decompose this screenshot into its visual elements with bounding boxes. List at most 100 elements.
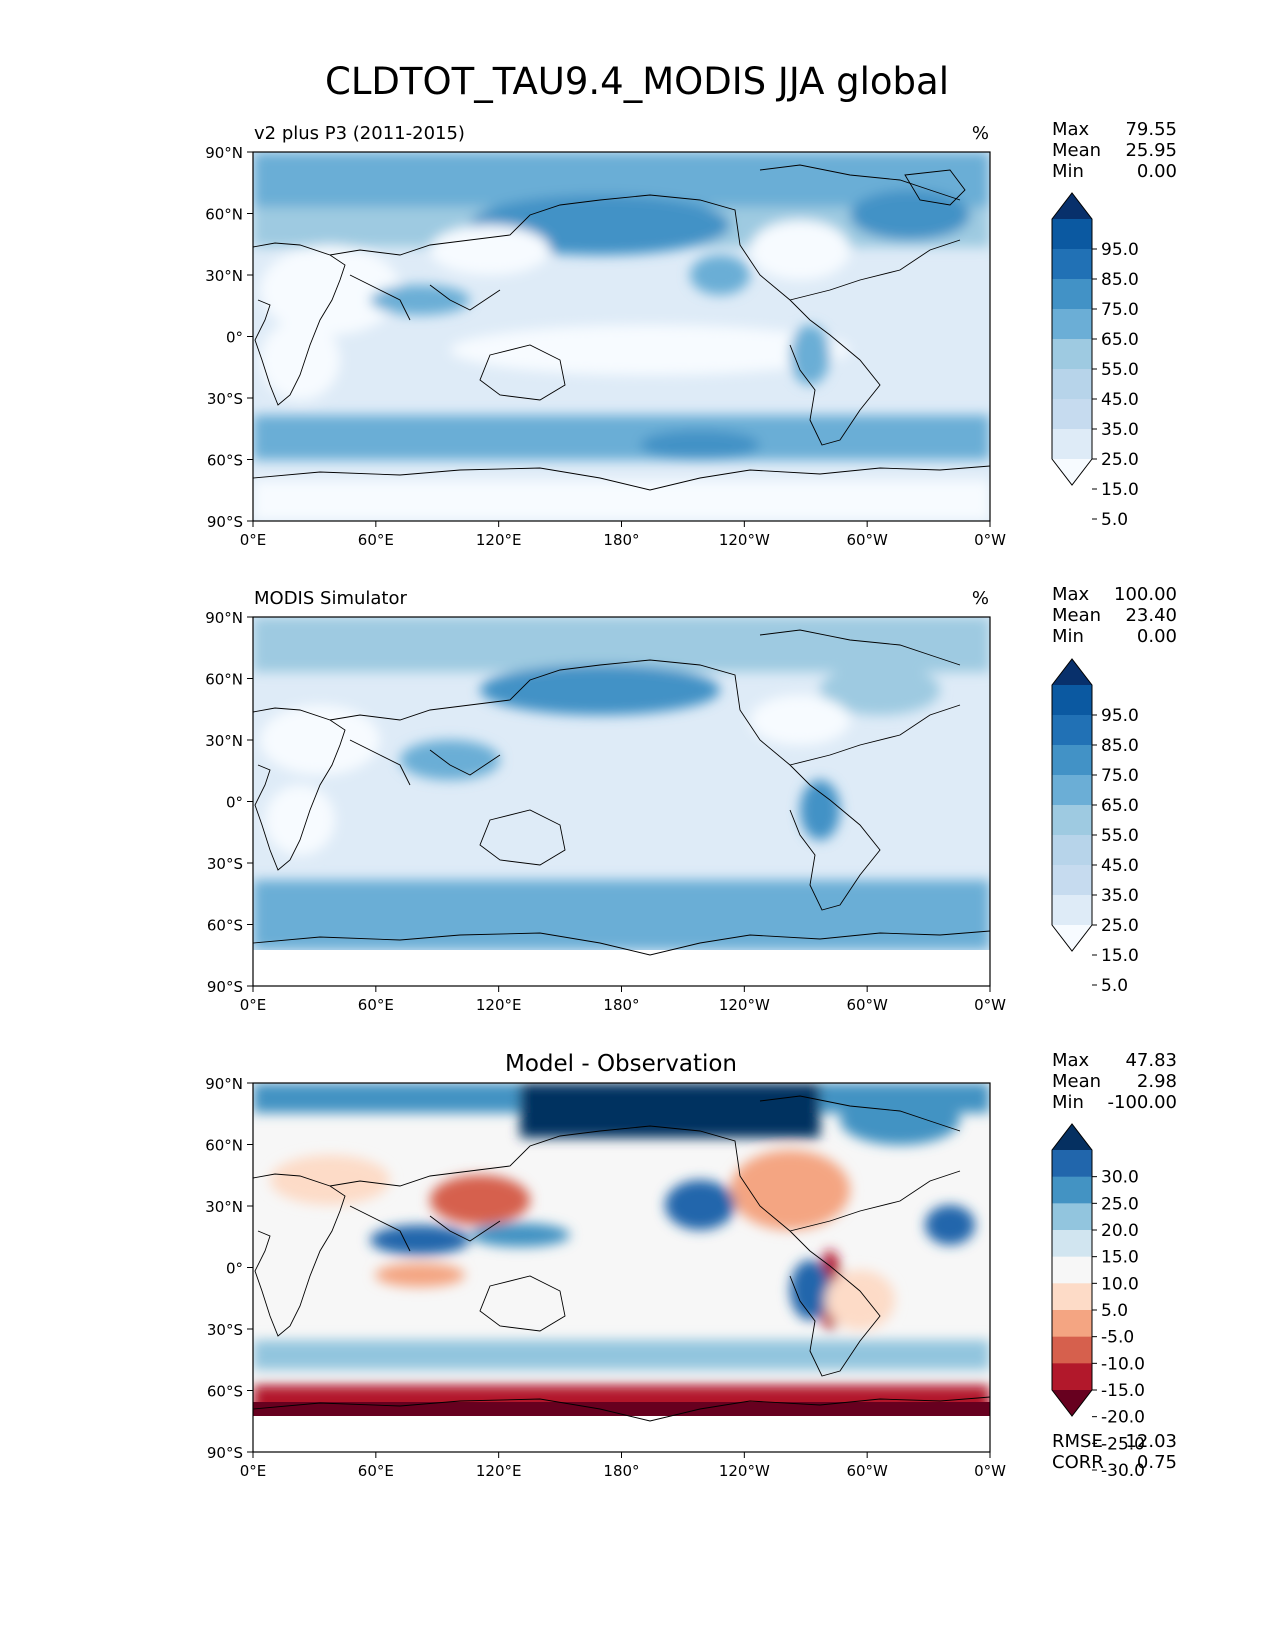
colorbar-swatch bbox=[1052, 1336, 1092, 1364]
colorbar-tick-label: 55.0 bbox=[1101, 360, 1139, 380]
colorbar-swatch bbox=[1052, 369, 1092, 400]
lon-tick-label: 60°E bbox=[358, 1462, 394, 1480]
colorbar-tick-label: -15.0 bbox=[1101, 1381, 1145, 1401]
stat-label: Mean bbox=[1052, 140, 1101, 161]
stat-label: Min bbox=[1052, 626, 1084, 647]
lon-tick-label: 180° bbox=[603, 1462, 639, 1480]
panel-left-title: MODIS Simulator bbox=[254, 588, 407, 609]
stat-label: Max bbox=[1052, 1050, 1090, 1071]
colorbar-tick-label: 25.0 bbox=[1101, 1194, 1139, 1214]
lat-tick-label: 30°N bbox=[205, 1198, 243, 1216]
colorbar-tick-label: -10.0 bbox=[1101, 1354, 1145, 1374]
lat-tick-label: 30°S bbox=[207, 1321, 243, 1339]
stat-value: 0.75 bbox=[1137, 1452, 1177, 1473]
colorbar-extend-max bbox=[1052, 659, 1092, 685]
colorbar-swatch bbox=[1052, 1230, 1092, 1258]
colorbar-swatch bbox=[1052, 805, 1092, 836]
panel-center-title: Model - Observation bbox=[505, 1051, 737, 1077]
colorbar-tick-label: 45.0 bbox=[1101, 390, 1139, 410]
colorbar: 95.0 85.0 75.0 65.0 55.0 45.0 35.0 25.0 15.0 5.0 bbox=[1051, 192, 1139, 530]
lon-tick-label: 120°E bbox=[476, 996, 522, 1014]
stat-value: 23.40 bbox=[1125, 605, 1177, 626]
map-field bbox=[253, 617, 990, 986]
lon-tick-label: 60°W bbox=[846, 996, 888, 1014]
colorbar-swatch bbox=[1052, 1310, 1092, 1338]
colorbar-tick-label: -25.0 bbox=[1101, 1434, 1145, 1454]
colorbar-swatch bbox=[1052, 279, 1092, 310]
lat-tick-label: 0° bbox=[226, 1260, 243, 1278]
stat-value: 2.98 bbox=[1137, 1071, 1177, 1092]
colorbar-swatch bbox=[1052, 1283, 1092, 1311]
lon-tick-label: 120°E bbox=[476, 531, 522, 549]
lon-tick-label: 180° bbox=[603, 996, 639, 1014]
lon-tick-label: 180° bbox=[603, 531, 639, 549]
lat-axis: 90°N 60°N 30°N 0° 30°S 60°S 90°S bbox=[205, 609, 253, 996]
lat-tick-label: 90°S bbox=[207, 1444, 243, 1462]
colorbar-tick-label: 25.0 bbox=[1101, 450, 1139, 470]
panel-left-title: v2 plus P3 (2011-2015) bbox=[254, 123, 465, 144]
panel-obs: MODIS Simulator % bbox=[205, 584, 1177, 1014]
colorbar-tick-label: 55.0 bbox=[1101, 826, 1139, 846]
stat-value: 25.95 bbox=[1125, 140, 1177, 161]
colorbar-tick-label: 95.0 bbox=[1101, 240, 1139, 260]
coastlines bbox=[253, 164, 990, 491]
colorbar-swatch bbox=[1052, 835, 1092, 866]
colorbar-swatch bbox=[1052, 309, 1092, 340]
lon-tick-label: 60°E bbox=[358, 531, 394, 549]
lon-tick-label: 60°W bbox=[846, 1462, 888, 1480]
colorbar-tick-label: -5.0 bbox=[1101, 1328, 1134, 1348]
colorbar-tick-label: 85.0 bbox=[1101, 270, 1139, 290]
lon-tick-label: 0°E bbox=[240, 1462, 267, 1480]
colorbar-tick-label: 45.0 bbox=[1101, 856, 1139, 876]
stat-value: 100.00 bbox=[1114, 584, 1177, 605]
colorbar-tick-label: -30.0 bbox=[1101, 1461, 1145, 1481]
colorbar-swatch bbox=[1052, 429, 1092, 460]
lat-tick-label: 60°N bbox=[205, 1137, 243, 1155]
coastlines bbox=[253, 629, 990, 956]
panel-units: % bbox=[972, 588, 989, 609]
lat-axis: 90°N 60°N 30°N 0° 30°S 60°S 90°S bbox=[205, 1075, 253, 1462]
colorbar-swatch bbox=[1052, 399, 1092, 430]
stat-label: Max bbox=[1052, 119, 1090, 140]
lon-tick-label: 60°W bbox=[846, 531, 888, 549]
map-field bbox=[253, 1083, 990, 1452]
lon-tick-label: 120°W bbox=[719, 996, 770, 1014]
colorbar-tick-label: 35.0 bbox=[1101, 886, 1139, 906]
colorbar-swatch bbox=[1052, 1176, 1092, 1204]
stat-label: RMSE bbox=[1052, 1431, 1103, 1452]
lat-tick-label: 60°S bbox=[207, 452, 243, 470]
stat-label: Min bbox=[1052, 161, 1084, 182]
lat-tick-label: 90°S bbox=[207, 978, 243, 996]
colorbar-extend-min bbox=[1052, 1390, 1092, 1416]
panel-diff: Model - Observation bbox=[205, 1050, 1177, 1481]
colorbar-tick-label: 85.0 bbox=[1101, 736, 1139, 756]
lon-axis: 0°E 60°E 120°E 180° 120°W 60°W 0°W bbox=[240, 986, 1006, 1014]
colorbar-swatch bbox=[1052, 895, 1092, 926]
lat-tick-label: 0° bbox=[226, 329, 243, 347]
stat-value: 79.55 bbox=[1125, 119, 1177, 140]
stat-label: CORR bbox=[1052, 1452, 1104, 1473]
lat-tick-label: 30°N bbox=[205, 732, 243, 750]
lat-tick-label: 30°N bbox=[205, 267, 243, 285]
colorbar-extend-min bbox=[1052, 459, 1092, 485]
lon-tick-label: 0°W bbox=[974, 996, 1006, 1014]
colorbar-tick-label: 65.0 bbox=[1101, 796, 1139, 816]
stat-value: 0.00 bbox=[1137, 161, 1177, 182]
colorbar-tick-label: -20.0 bbox=[1101, 1408, 1145, 1428]
lon-axis: 0°E 60°E 120°E 180° 120°W 60°W 0°W bbox=[240, 1452, 1006, 1480]
stat-label: Mean bbox=[1052, 605, 1101, 626]
lat-tick-label: 30°S bbox=[207, 855, 243, 873]
map-field bbox=[253, 152, 990, 521]
colorbar-tick-label: 5.0 bbox=[1101, 976, 1128, 996]
colorbar-tick-label: 20.0 bbox=[1101, 1221, 1139, 1241]
stats-block: Max 79.55 Mean 25.95 Min 0.00 bbox=[1052, 119, 1177, 182]
stat-value: -100.00 bbox=[1108, 1092, 1177, 1113]
lat-tick-label: 30°S bbox=[207, 390, 243, 408]
colorbar-tick-label: 5.0 bbox=[1101, 510, 1128, 530]
panel-units: % bbox=[972, 123, 989, 144]
colorbar-tick-label: 35.0 bbox=[1101, 420, 1139, 440]
colorbar-tick-label: 15.0 bbox=[1101, 946, 1139, 966]
colorbar-swatch bbox=[1052, 775, 1092, 806]
lon-axis: 0°E 60°E 120°E 180° 120°W 60°W 0°W bbox=[240, 521, 1006, 549]
lon-tick-label: 120°E bbox=[476, 1462, 522, 1480]
